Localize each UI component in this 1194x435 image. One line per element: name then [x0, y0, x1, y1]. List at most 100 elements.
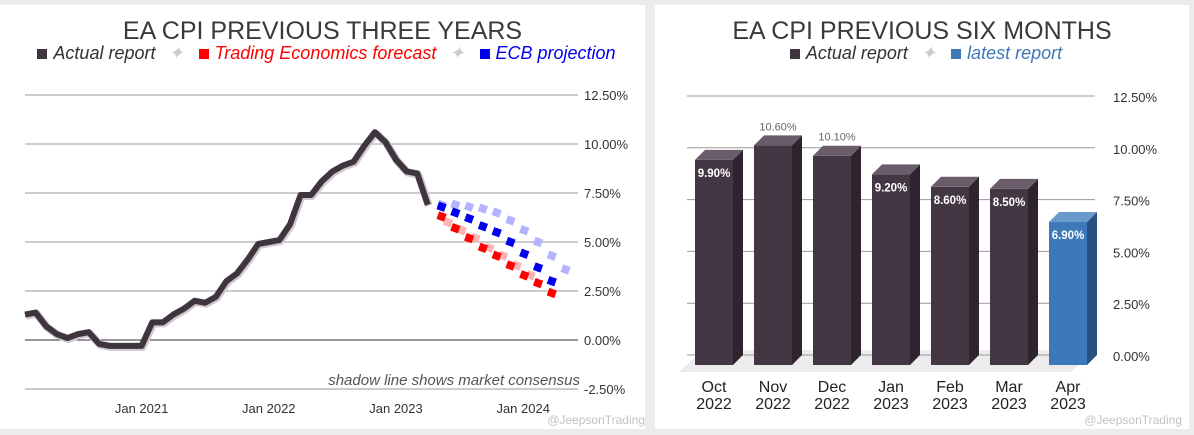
bar-top: [813, 145, 861, 156]
bar-top: [695, 149, 743, 160]
legend-swatch-actual: [37, 49, 48, 59]
forecast-point: [505, 236, 516, 248]
y-tick-label: 2.50%: [1113, 297, 1150, 312]
forecast-point: [477, 221, 489, 232]
cpi-three-years-panel: EA CPI PREVIOUS THREE YEARS Actual repor…: [0, 5, 645, 429]
actual-report-line: [24, 129, 431, 349]
bar: [990, 188, 1028, 365]
y-tick-label: 0.00%: [1113, 349, 1150, 364]
forecast-point: [477, 203, 489, 214]
bar-top: [931, 176, 979, 187]
legend-separator-icon: ✦: [168, 43, 184, 63]
forecast-point: [560, 264, 571, 275]
forecast-point: [519, 248, 530, 259]
bar-side: [1028, 178, 1038, 365]
x-tick-label: Jan 2021: [115, 401, 169, 416]
y-tick-label: 10.00%: [1113, 142, 1158, 157]
x-tick-label: 2022: [755, 396, 791, 413]
x-tick-label: 2022: [814, 396, 850, 413]
forecast-point: [505, 260, 516, 271]
data-label: 10.60%: [759, 121, 797, 133]
data-label: 6.90%: [1052, 230, 1085, 242]
watermark: @JeepsonTrading: [547, 413, 645, 427]
bar: [931, 186, 969, 365]
cpi-six-months-panel: EA CPI PREVIOUS SIX MONTHS Actual report…: [655, 5, 1189, 429]
legend-separator-icon: ✦: [920, 43, 937, 63]
x-tick-label: Oct: [702, 379, 727, 396]
x-tick-label: Dec: [818, 379, 846, 396]
bar-side: [733, 149, 743, 365]
x-tick-label: Jan: [878, 379, 904, 396]
y-tick-label: 7.50%: [1113, 194, 1150, 209]
forecast-point: [464, 201, 475, 212]
chart-title: EA CPI PREVIOUS THREE YEARS: [122, 17, 523, 45]
forecast-point: [519, 225, 530, 236]
forecast-point: [546, 250, 557, 261]
y-tick-label: 0.00%: [584, 333, 621, 348]
chart-title: EA CPI PREVIOUS SIX MONTHS: [732, 17, 1112, 45]
bar: [813, 155, 851, 365]
forecast-point: [442, 217, 454, 228]
y-tick-label: 7.50%: [584, 186, 621, 201]
legend-swatch-ecb: [479, 49, 490, 59]
forecast-point: [450, 207, 461, 218]
x-tick-label: Nov: [759, 379, 787, 396]
y-tick-label: 12.50%: [584, 88, 629, 103]
x-tick-label: 2022: [696, 396, 732, 413]
legend-label: Actual report: [805, 43, 908, 63]
x-tick-label: Apr: [1056, 379, 1082, 396]
bar-side: [851, 145, 861, 365]
legend-label: Trading Economics forecast: [214, 43, 437, 63]
bar-side: [792, 135, 802, 365]
x-tick-label: 2023: [873, 396, 909, 413]
data-label: 9.20%: [875, 182, 908, 194]
x-tick-label: 2023: [1050, 396, 1086, 413]
forecast-point: [450, 199, 461, 210]
bar-top: [1049, 212, 1097, 223]
x-tick-label: 2023: [932, 396, 968, 413]
forecast-point: [491, 227, 502, 238]
y-tick-label: 5.00%: [1113, 245, 1150, 260]
bar-top: [990, 178, 1038, 189]
y-tick-label: 10.00%: [584, 137, 629, 152]
forecast-point: [491, 250, 502, 261]
legend-swatch-te: [198, 49, 209, 59]
y-tick-label: 12.50%: [1113, 90, 1158, 105]
legend-separator-icon: ✦: [449, 43, 465, 63]
forecast-point: [464, 232, 475, 244]
forecast-point: [505, 215, 516, 226]
forecast-point: [546, 287, 557, 299]
forecast-point: [532, 236, 544, 248]
bar-side: [969, 176, 979, 365]
data-label: 8.60%: [934, 195, 967, 207]
bar-side: [910, 164, 920, 365]
data-label: 8.50%: [993, 197, 1026, 209]
bar: [872, 174, 910, 365]
line-chart: 12.50% 10.00% 7.50% 5.00% 2.50% 0.00% -2.50% Ja…: [24, 88, 645, 427]
annotation: shadow line shows market consensus: [328, 372, 580, 389]
forecast-point: [436, 211, 447, 222]
bar: [695, 159, 733, 365]
legend-label: latest report: [967, 43, 1063, 63]
data-label: 10.10%: [818, 132, 856, 144]
bar-chart: 12.50% 10.00% 7.50% 5.00% 2.50% 0.00% 9.90% Oct…: [679, 90, 1182, 427]
forecast-point: [532, 278, 544, 289]
legend-swatch-actual: [789, 49, 800, 59]
x-tick-label: Jan 2023: [369, 401, 423, 416]
forecast-point: [546, 276, 557, 287]
x-tick-label: Jan 2024: [496, 401, 550, 416]
forecast-point: [519, 270, 530, 281]
chart-legend: Actual report ✦ latest report: [655, 43, 1189, 64]
x-tick-label: Feb: [936, 379, 964, 396]
forecast-point: [477, 242, 489, 254]
chart-legend: Actual report ✦ Trading Economics foreca…: [0, 43, 645, 64]
legend-swatch-latest: [951, 49, 962, 59]
bar-top: [754, 135, 802, 146]
x-tick-label: Mar: [995, 379, 1023, 396]
actual-shadow-line: [25, 129, 433, 351]
forecast-point: [464, 213, 475, 224]
watermark: @JeepsonTrading: [1084, 413, 1182, 427]
data-label: 9.90%: [698, 168, 731, 180]
x-tick-label: Jan 2022: [242, 401, 296, 416]
forecast-point: [450, 223, 461, 234]
